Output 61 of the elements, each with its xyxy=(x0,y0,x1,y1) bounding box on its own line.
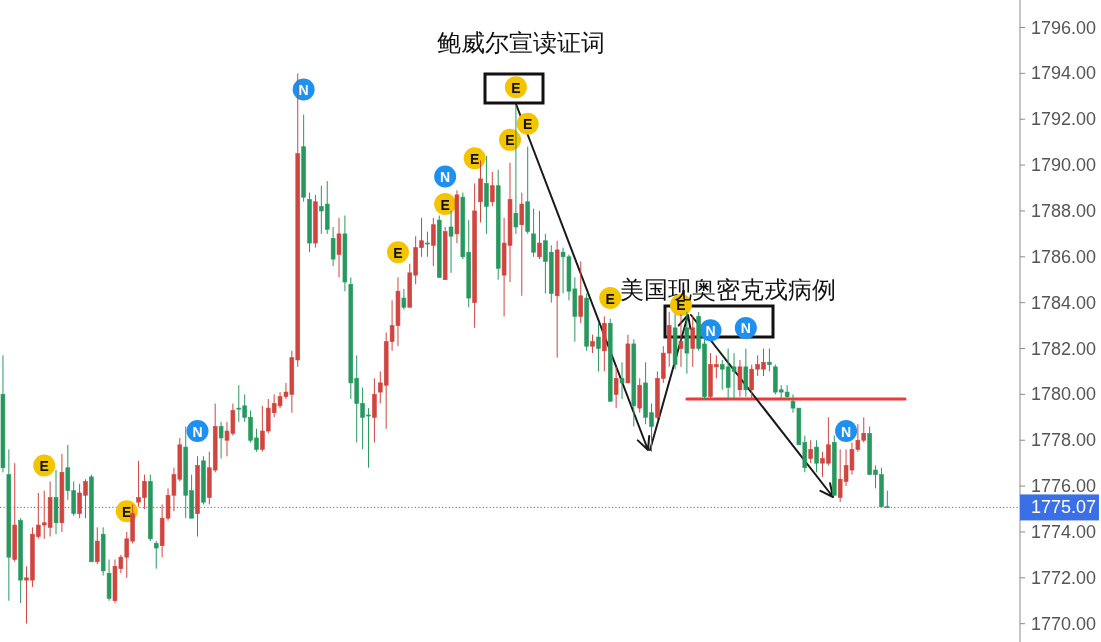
y-tick-label: 1796.00 xyxy=(1031,17,1097,38)
y-tick-label: 1784.00 xyxy=(1031,292,1097,313)
y-tick-label: 1794.00 xyxy=(1031,63,1097,84)
y-tick-label: 1772.00 xyxy=(1031,567,1097,588)
text: N xyxy=(298,81,309,98)
candlestick xyxy=(448,210,454,274)
candlestick xyxy=(814,439,819,473)
candlestick xyxy=(431,217,436,267)
text: E xyxy=(523,116,533,133)
candlestick xyxy=(372,377,377,444)
candlestick xyxy=(590,334,595,354)
candlestick xyxy=(531,208,536,258)
text: E xyxy=(393,244,403,261)
candlestick xyxy=(478,160,483,223)
candlestick xyxy=(767,348,772,372)
candlestick xyxy=(596,322,601,372)
candlestick xyxy=(578,260,583,324)
candlestick xyxy=(154,540,159,570)
candlestick xyxy=(330,226,336,267)
candlestick xyxy=(95,526,100,565)
text: N xyxy=(440,169,451,186)
text: E xyxy=(505,132,515,149)
candlestick xyxy=(737,359,743,398)
candlestick xyxy=(513,104,519,235)
candlestick xyxy=(637,377,642,414)
y-tick-label: 1778.00 xyxy=(1031,430,1097,451)
y-tick-label: 1782.00 xyxy=(1031,338,1097,359)
candlestick xyxy=(619,361,625,400)
y-tick-label: 1786.00 xyxy=(1031,246,1097,267)
y-tick-label: 1788.00 xyxy=(1031,200,1097,221)
candlestick xyxy=(537,210,542,260)
candlestick xyxy=(490,171,495,207)
candlestick xyxy=(678,313,684,368)
text: N xyxy=(705,322,716,339)
text: E xyxy=(122,503,132,520)
ref-line-label: 1775.07 xyxy=(1031,497,1097,518)
text: N xyxy=(841,423,852,440)
candlestick xyxy=(425,231,430,258)
y-tick-label: 1790.00 xyxy=(1031,155,1097,176)
candlestick xyxy=(519,192,525,297)
series-label: E xyxy=(469,150,480,167)
text: E xyxy=(440,196,450,213)
y-tick-label: 1780.00 xyxy=(1031,384,1097,405)
candlestick xyxy=(690,315,696,368)
candlestick xyxy=(401,288,407,311)
y-tick-label: 1774.00 xyxy=(1031,521,1097,542)
candlestick xyxy=(808,439,813,464)
text: E xyxy=(511,79,521,96)
y-tick-label: 1770.00 xyxy=(1031,613,1097,634)
y-tick-label: 1792.00 xyxy=(1031,109,1097,130)
series-label: N xyxy=(192,423,203,440)
candlestick xyxy=(218,421,224,460)
text: E xyxy=(605,290,615,307)
text: E xyxy=(39,457,49,474)
candlestick xyxy=(336,217,342,278)
annotation: 鲍威尔宣读证词 xyxy=(437,28,605,56)
candlestick xyxy=(484,155,489,235)
candlestick xyxy=(743,348,749,398)
candlestick xyxy=(613,366,619,409)
y-tick-label: 1776.00 xyxy=(1031,476,1097,497)
text: N xyxy=(740,320,751,337)
